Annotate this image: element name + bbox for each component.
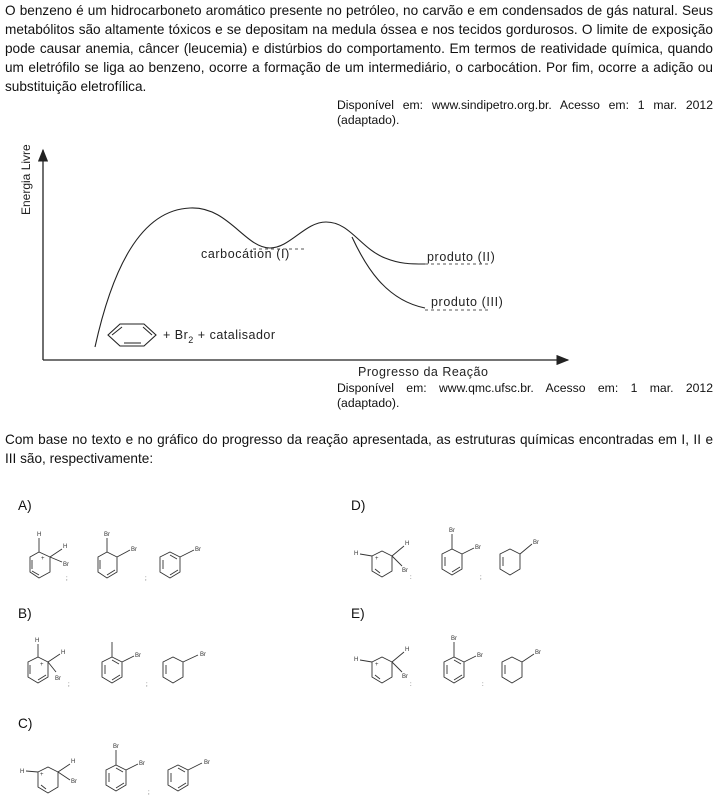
svg-text:H: H [20, 769, 24, 775]
svg-text:Br: Br [113, 744, 119, 750]
svg-text::: : [410, 575, 412, 581]
svg-text:Br: Br [63, 562, 69, 568]
svg-text::: : [410, 682, 412, 688]
svg-text:H: H [354, 551, 358, 557]
svg-text:Br: Br [204, 760, 210, 766]
svg-text:Br: Br [477, 653, 483, 659]
intro-paragraph: O benzeno é um hidrocarboneto aromático … [5, 3, 713, 94]
option-c-label[interactable]: C) [18, 716, 33, 731]
option-b-label[interactable]: B) [18, 606, 32, 621]
option-c-structures: H + H Br Br Br Br ; [20, 744, 210, 796]
svg-text:H: H [405, 541, 409, 547]
svg-text:Br: Br [139, 761, 145, 767]
svg-text:;: ; [66, 576, 68, 582]
x-axis-label: Progresso da Reação [358, 365, 488, 379]
source-citation-2: Disponível em: www.qmc.ufsc.br. Acesso e… [337, 381, 713, 410]
option-e-label[interactable]: E) [351, 606, 365, 621]
svg-text:H: H [354, 657, 358, 663]
reaction-curve [94, 207, 426, 348]
svg-text:Br: Br [131, 547, 137, 553]
option-d-label[interactable]: D) [351, 498, 366, 513]
product-2-label: produto (II) [427, 250, 495, 264]
energy-diagram: Energia Livre Progresso da Reação carboc… [19, 144, 570, 379]
svg-text:;: ; [145, 576, 147, 582]
svg-text:Br: Br [55, 676, 61, 682]
reaction-curve-branch-3 [351, 236, 426, 309]
svg-text::: : [482, 682, 484, 688]
benzene-icon [107, 323, 157, 347]
carbocation-label: carbocátion (I) [201, 247, 290, 261]
svg-text:Br: Br [71, 779, 77, 785]
source-citation-1: Disponível em: www.sindipetro.org.br. Ac… [337, 98, 713, 127]
svg-text:Br: Br [533, 540, 539, 546]
y-axis-label: Energia Livre [19, 144, 33, 215]
svg-text:;: ; [480, 575, 482, 581]
svg-text:+: + [375, 662, 379, 668]
svg-text:;: ; [146, 682, 148, 688]
svg-text:Br: Br [449, 528, 455, 534]
reactants-label: + Br2 + catalisador [163, 328, 276, 345]
svg-text:Br: Br [402, 568, 408, 574]
svg-text:+: + [375, 556, 379, 562]
svg-text:H: H [61, 650, 65, 656]
svg-text:H: H [405, 647, 409, 653]
svg-text:Br: Br [451, 636, 457, 642]
svg-text:;: ; [148, 790, 150, 796]
svg-text:Br: Br [200, 652, 206, 658]
svg-text:;: ; [68, 682, 70, 688]
svg-text:Br: Br [104, 532, 110, 538]
option-d-structures: H + H Br Br Br Br :; [354, 528, 539, 581]
svg-text:H: H [35, 638, 39, 644]
option-a-label[interactable]: A) [18, 498, 32, 513]
svg-text:+: + [40, 772, 44, 778]
svg-text:Br: Br [475, 545, 481, 551]
product-3-label: produto (III) [431, 295, 503, 309]
svg-text:Br: Br [195, 547, 201, 553]
option-b-structures: H + H Br Br Br ;; [27, 638, 206, 688]
svg-text:Br: Br [535, 650, 541, 656]
svg-text:+: + [41, 556, 45, 562]
svg-text:Br: Br [135, 653, 141, 659]
svg-text:H: H [37, 532, 41, 538]
question-text: Com base no texto e no gráfico do progre… [5, 432, 713, 466]
svg-text:Br: Br [402, 674, 408, 680]
svg-text:H: H [63, 544, 67, 550]
option-a-structures: H + H Br Br Br Br ;; [29, 532, 201, 582]
svg-text:+: + [40, 662, 44, 668]
svg-text:H: H [71, 759, 75, 765]
